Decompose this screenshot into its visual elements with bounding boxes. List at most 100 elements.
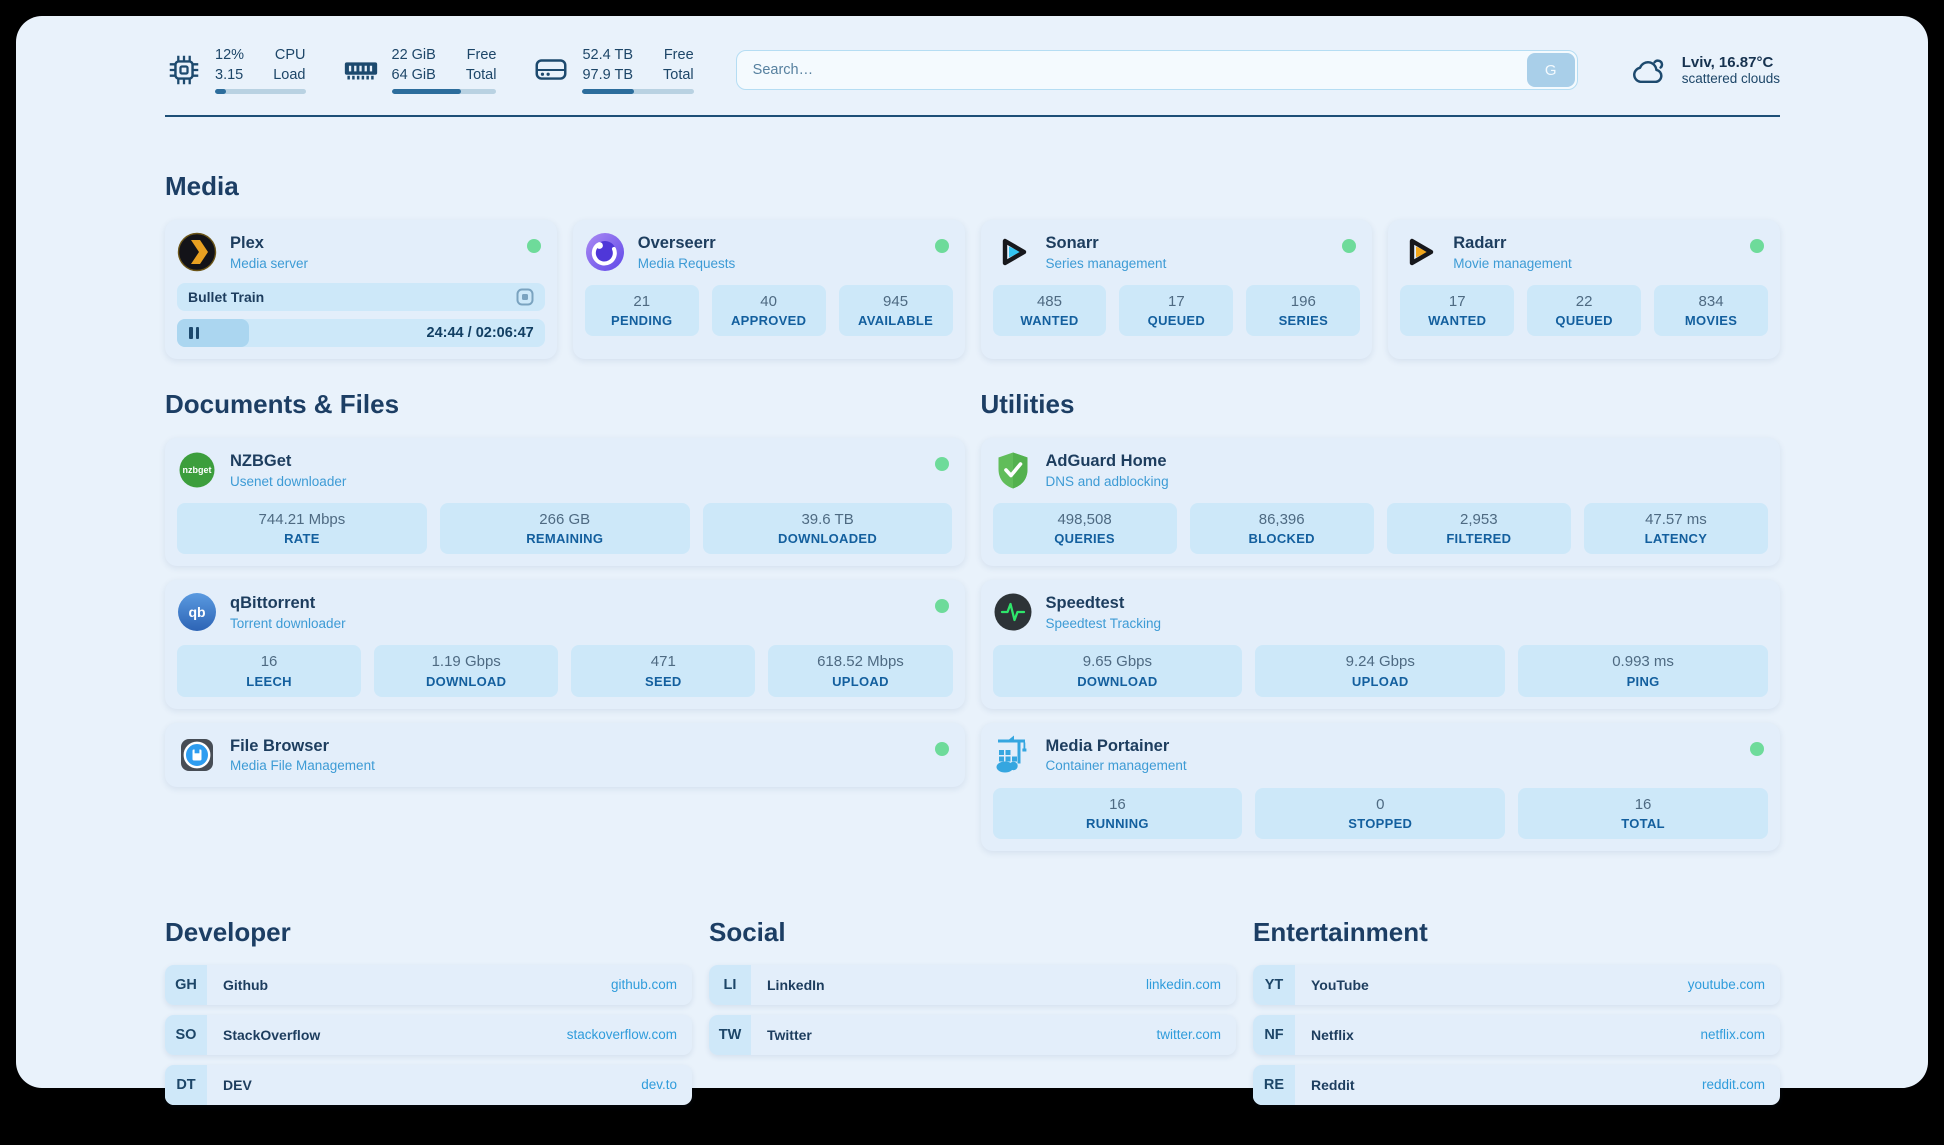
memory-widget: 22 GiB Free 64 GiB Total [342, 46, 497, 94]
bookmark-stackoverflow[interactable]: SO StackOverflow stackoverflow.com [165, 1014, 692, 1055]
bookmark-netflix[interactable]: NF Netflix netflix.com [1253, 1014, 1780, 1055]
bookmark-name: Netflix [1311, 1026, 1354, 1043]
stat-block: 1.19 Gbps DOWNLOAD [374, 645, 559, 697]
service-subtitle: Torrent downloader [230, 615, 346, 631]
search-input[interactable] [735, 50, 1578, 90]
memory-progress-bar [391, 88, 497, 94]
service-name: Speedtest [1045, 594, 1125, 613]
service-name: AdGuard Home [1045, 452, 1167, 470]
stat-block: 86,396 BLOCKED [1189, 503, 1374, 555]
search-form: G [735, 50, 1578, 90]
sonarr-icon [993, 232, 1033, 272]
media-grid: Plex Media server Bullet Train 24:44 / 0… [165, 220, 1780, 359]
stat-block: 22 QUEUED [1527, 285, 1642, 337]
section-title-entertainment: Entertainment [1253, 916, 1428, 947]
bookmark-abbr: SO [165, 1014, 207, 1055]
stat-block: 16 RUNNING [992, 787, 1243, 839]
cpu-usage-value: 12% [215, 47, 245, 64]
bookmark-url: youtube.com [1687, 977, 1765, 993]
stat-block: 16 LEECH [177, 645, 362, 697]
bookmark-group-social: Social LI LinkedIn linkedin.com TW Twitt… [709, 917, 1236, 1105]
section-title-documents: Documents & Files [165, 389, 400, 419]
disk-total-value: 97.9 TB [582, 66, 634, 83]
pause-icon [189, 327, 199, 339]
service-name: Media Portainer [1045, 736, 1170, 755]
service-card-adguard[interactable]: AdGuard Home DNS and adblocking 498,508 … [980, 438, 1780, 567]
service-card-sonarr[interactable]: Sonarr Series management 485 WANTED 17 Q… [980, 220, 1373, 359]
documents-column: Documents & Files nzbget NZBGet Usenet d… [165, 389, 965, 851]
stat-block: 485 WANTED [992, 285, 1107, 337]
now-playing-icon[interactable] [516, 288, 534, 306]
bookmark-url: reddit.com [1701, 1077, 1765, 1093]
service-card-radarr[interactable]: Radarr Movie management 17 WANTED 22 QUE… [1388, 220, 1780, 359]
disk-free-value: 52.4 TB [582, 47, 634, 64]
service-card-speedtest[interactable]: Speedtest Speedtest Tracking 9.65 Gbps D… [980, 580, 1780, 709]
bookmark-name: DEV [223, 1076, 252, 1093]
now-playing-title: Bullet Train [188, 289, 265, 305]
service-subtitle: Container management [1045, 758, 1187, 774]
bookmark-linkedin[interactable]: LI LinkedIn linkedin.com [709, 964, 1236, 1005]
resource-widgets: 12% CPU 3.15 Load 22 GiB Free 64 GiB Total [165, 46, 694, 94]
service-card-portainer[interactable]: Media Portainer Container management 16 … [980, 722, 1780, 851]
bookmark-twitter[interactable]: TW Twitter twitter.com [709, 1014, 1236, 1055]
service-subtitle: Media Requests [637, 255, 736, 271]
bookmark-name: YouTube [1311, 976, 1369, 993]
bookmark-reddit[interactable]: RE Reddit reddit.com [1253, 1064, 1780, 1105]
top-bar: 12% CPU 3.15 Load 22 GiB Free 64 GiB Total [165, 38, 1780, 102]
weather-location-temp: Lviv, 16.87°C [1681, 54, 1774, 71]
cpu-progress-bar [215, 88, 306, 94]
service-card-overseerr[interactable]: Overseerr Media Requests 21 PENDING 40 A… [572, 220, 965, 359]
stat-block: 21 PENDING [584, 285, 699, 337]
cpu-widget: 12% CPU 3.15 Load [165, 46, 306, 94]
bookmark-youtube[interactable]: YT YouTube youtube.com [1253, 964, 1780, 1005]
service-card-qbittorrent[interactable]: qb qBittorrent Torrent downloader 16 LEE… [165, 580, 965, 709]
service-name: Sonarr [1045, 234, 1099, 252]
bookmark-abbr: YT [1253, 964, 1295, 1005]
stat-block: 618.52 Mbps UPLOAD [768, 645, 953, 697]
bookmark-name: LinkedIn [767, 976, 825, 993]
service-name: qBittorrent [230, 594, 316, 613]
cpu-load-label: Load [273, 66, 306, 83]
bookmark-url: linkedin.com [1145, 977, 1221, 993]
search-provider-button[interactable]: G [1526, 53, 1575, 87]
service-name: File Browser [230, 736, 330, 755]
status-dot [934, 457, 949, 471]
bookmark-abbr: TW [709, 1014, 751, 1055]
disk-total-label: Total [663, 66, 694, 83]
service-name: Radarr [1453, 234, 1507, 252]
nzbget-icon: nzbget [177, 450, 217, 490]
bookmark-url: stackoverflow.com [566, 1027, 677, 1043]
section-title-media: Media [165, 171, 239, 201]
status-dot [526, 239, 541, 253]
stat-block: 40 APPROVED [711, 285, 826, 337]
bookmark-url: twitter.com [1156, 1027, 1221, 1043]
bookmark-abbr: GH [165, 964, 207, 1005]
bookmark-github[interactable]: GH Github github.com [165, 964, 692, 1005]
bookmark-name: Github [223, 976, 269, 993]
adguard-icon [993, 450, 1033, 490]
stat-block: 9.24 Gbps UPLOAD [1255, 645, 1506, 697]
cpu-icon [169, 55, 199, 85]
now-playing-row: Bullet Train [177, 283, 545, 311]
service-name: Plex [230, 234, 264, 252]
service-card-plex[interactable]: Plex Media server Bullet Train 24:44 / 0… [165, 220, 557, 359]
plex-icon [177, 232, 217, 272]
dashboard-page: 12% CPU 3.15 Load 22 GiB Free 64 GiB Total [16, 16, 1928, 1105]
service-card-filebrowser[interactable]: File Browser Media File Management [165, 722, 965, 787]
service-subtitle: DNS and adblocking [1045, 473, 1169, 489]
stat-block: 266 GB REMAINING [439, 503, 690, 555]
bookmark-group-developer: Developer GH Github github.com SO StackO… [165, 917, 692, 1105]
service-subtitle: Media server [230, 255, 309, 271]
bookmark-url: netflix.com [1700, 1027, 1765, 1043]
bookmark-dev[interactable]: DT DEV dev.to [165, 1064, 692, 1105]
overseerr-icon [585, 232, 625, 272]
weather-condition: scattered clouds [1681, 71, 1780, 86]
cloud-icon [1632, 59, 1663, 84]
service-card-nzbget[interactable]: nzbget NZBGet Usenet downloader 744.21 M… [165, 438, 965, 567]
stat-block: 744.21 Mbps RATE [177, 503, 427, 555]
bookmark-abbr: NF [1253, 1014, 1295, 1055]
memory-free-label: Free [466, 47, 497, 64]
bookmark-abbr: LI [709, 964, 751, 1005]
stat-block: 945 AVAILABLE [838, 285, 953, 337]
filebrowser-icon [177, 735, 217, 775]
